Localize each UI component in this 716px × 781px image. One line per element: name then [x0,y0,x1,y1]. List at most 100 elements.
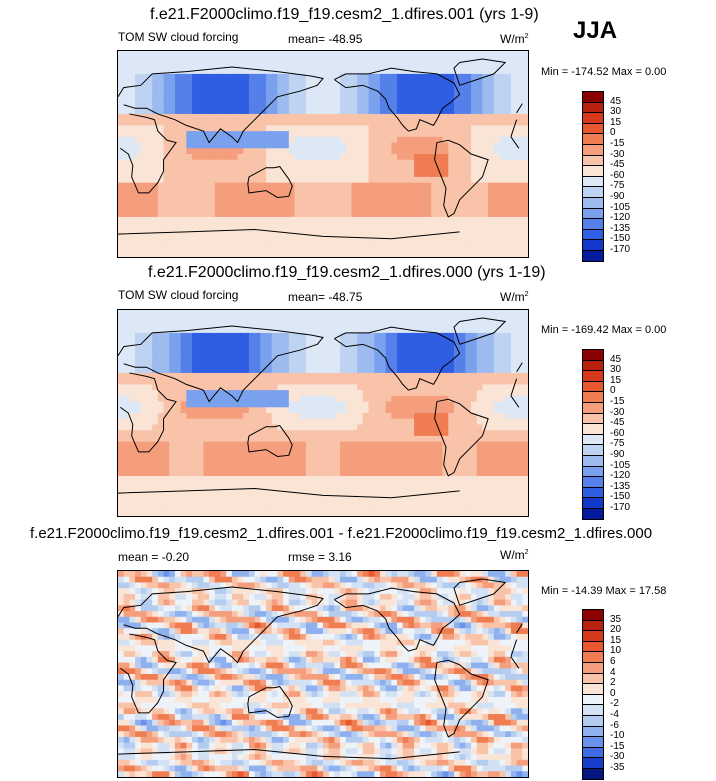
field-cell [123,464,130,471]
field-cell [186,424,193,431]
field-cell [186,51,193,58]
field-cell [209,390,216,397]
field-cell [209,315,216,323]
field-cell [214,510,222,516]
field-cell [328,228,335,235]
field-cell [459,350,466,357]
field-cell [357,176,364,184]
field-cell [379,171,387,178]
field-cell [397,435,404,443]
field-cell [334,378,341,385]
field-cell [220,56,227,64]
field-cell [419,498,427,506]
field-cell [283,165,290,172]
field-cell [237,418,244,426]
field-cell [163,418,170,426]
field-cell [516,211,523,218]
field-cell [174,441,182,448]
field-cell [431,102,438,109]
field-cell [317,470,324,477]
field-cell [431,113,438,121]
field-cell [385,338,392,345]
field-cell [328,73,335,81]
field-cell [300,355,307,363]
field-cell [174,56,182,64]
field-cell [135,176,142,184]
field-cell [482,498,489,506]
field-cell [169,245,176,252]
field-cell [260,96,267,104]
field-cell [226,96,233,104]
field-cell [448,372,455,380]
field-cell [174,458,182,466]
field-cell [476,79,484,86]
field-cell [248,113,256,121]
field-cell [237,102,244,109]
field-cell [180,171,187,178]
field-cell [277,441,284,448]
field-cell [294,125,301,132]
field-cell [266,125,273,132]
field-cell [351,51,358,58]
field-cell [471,310,478,317]
field-cell [345,441,353,448]
field-cell [123,51,130,58]
field-cell [351,154,358,161]
field-cell [163,447,170,454]
field-cell [231,216,239,224]
field-cell [237,355,244,363]
field-cell [118,384,125,391]
field-cell [294,458,301,466]
field-cell [288,464,296,471]
field-cell [226,131,233,138]
field-cell [140,470,148,477]
field-cell [283,470,290,477]
field-cell [305,108,313,115]
field-cell [271,176,279,184]
field-cell [442,216,449,224]
field-cell [186,154,193,161]
field-cell [118,125,125,132]
field-cell [385,176,392,184]
field-cell [362,310,370,317]
field-cell [226,441,233,448]
field-cell [180,251,187,257]
field-cell [283,251,290,257]
field-cell [186,361,193,368]
field-cell [209,413,216,420]
field-cell [294,447,301,454]
field-cell [174,148,182,155]
field-cell [174,228,182,235]
field-cell [436,216,444,224]
field-cell [323,68,330,75]
field-cell [214,310,222,317]
field-cell [391,407,398,414]
field-cell [243,154,250,161]
field-cell [140,205,148,212]
field-cell [374,390,381,397]
field-cell [482,188,489,195]
field-cell [379,96,387,104]
field-cell [174,361,182,368]
field-cell [425,332,432,340]
field-cell [317,142,324,149]
field-cell [425,188,432,195]
field-cell [192,367,199,374]
field-cell [362,68,370,75]
field-cell [345,79,353,86]
field-cell [510,245,518,252]
field-cell [436,424,444,431]
field-cell [317,458,324,466]
field-cell [180,131,187,138]
field-cell [180,481,187,488]
field-cell [323,418,330,426]
field-cell [493,79,501,86]
field-cell [146,205,153,212]
field-cell [157,475,165,483]
field-cell [157,194,165,201]
field-cell [328,62,335,69]
field-cell [220,131,227,138]
field-cell [305,475,313,483]
field-cell [243,327,250,334]
field-cell [294,159,301,167]
